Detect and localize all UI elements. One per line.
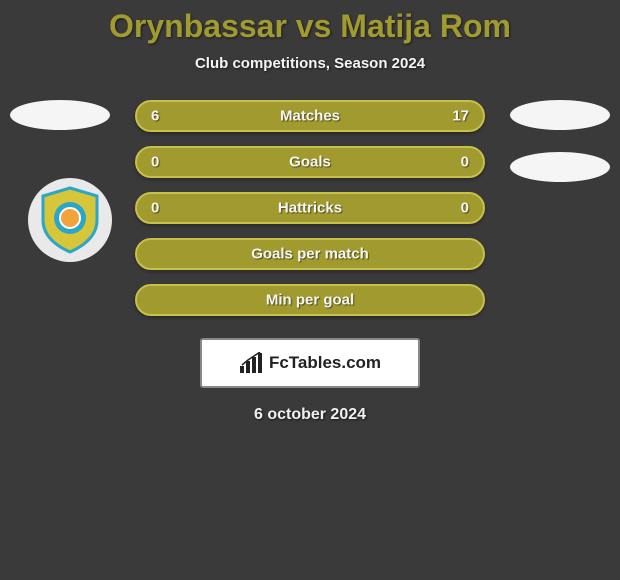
stat-row-goals-per-match: Goals per match [135,238,485,270]
stat-label: Min per goal [137,292,483,309]
player-left-ellipse [10,100,110,130]
page-title: Orynbassar vs Matija Rom [0,0,620,45]
bars-icon [239,352,263,374]
stat-label: Goals per match [137,246,483,263]
brand-name: FcTables.com [269,353,381,373]
stat-right-value: 17 [452,108,469,125]
date-text: 6 october 2024 [0,406,620,424]
main-content: 6 Matches 17 0 Goals 0 0 Hattricks 0 Goa… [0,100,620,424]
stat-row-matches: 6 Matches 17 [135,100,485,132]
stat-row-hattricks: 0 Hattricks 0 [135,192,485,224]
page-subtitle: Club competitions, Season 2024 [0,55,620,72]
player-right-ellipse-2 [510,152,610,182]
club-badge [28,178,112,262]
stat-row-min-per-goal: Min per goal [135,284,485,316]
shield-icon [39,186,101,254]
brand-box[interactable]: FcTables.com [200,338,420,388]
stats-bars: 6 Matches 17 0 Goals 0 0 Hattricks 0 Goa… [135,100,485,316]
stat-label: Hattricks [137,200,483,217]
stat-row-goals: 0 Goals 0 [135,146,485,178]
stat-right-value: 0 [461,200,469,217]
stat-label: Matches [137,108,483,125]
player-right-ellipse-1 [510,100,610,130]
stat-right-value: 0 [461,154,469,171]
stat-label: Goals [137,154,483,171]
